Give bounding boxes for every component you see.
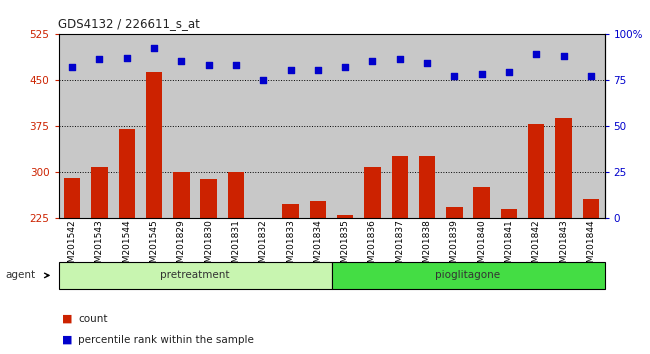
Point	[367, 58, 378, 64]
Text: ■: ■	[62, 335, 72, 345]
Bar	[146, 72, 162, 218]
Point	[176, 58, 187, 64]
Point	[422, 60, 432, 66]
Bar	[332, 262, 604, 289]
Point	[586, 73, 596, 79]
Bar	[528, 124, 545, 218]
Point	[122, 55, 132, 61]
Point	[67, 64, 77, 70]
Bar	[58, 262, 332, 289]
Bar	[337, 215, 354, 218]
Text: pretreatment: pretreatment	[161, 270, 229, 280]
Bar	[582, 199, 599, 218]
Text: ■: ■	[62, 314, 72, 324]
Text: GDS4132 / 226611_s_at: GDS4132 / 226611_s_at	[58, 17, 200, 30]
Bar	[91, 167, 108, 218]
Point	[558, 53, 569, 58]
Bar	[500, 209, 517, 218]
Bar	[200, 179, 217, 218]
Point	[504, 69, 514, 75]
Bar	[118, 129, 135, 218]
Point	[313, 68, 323, 73]
Bar	[473, 187, 490, 218]
Point	[94, 57, 105, 62]
Point	[149, 46, 159, 51]
Point	[203, 62, 214, 68]
Point	[258, 77, 268, 82]
Bar	[555, 118, 572, 218]
Point	[449, 73, 460, 79]
Text: pioglitagone: pioglitagone	[436, 270, 500, 280]
Point	[476, 71, 487, 77]
Bar	[391, 156, 408, 218]
Bar	[282, 204, 299, 218]
Bar	[64, 178, 81, 218]
Text: percentile rank within the sample: percentile rank within the sample	[78, 335, 254, 345]
Point	[285, 68, 296, 73]
Point	[340, 64, 350, 70]
Text: agent: agent	[5, 270, 35, 280]
Bar	[227, 172, 244, 218]
Bar	[446, 207, 463, 218]
Point	[395, 57, 405, 62]
Bar	[419, 156, 436, 218]
Point	[531, 51, 541, 57]
Point	[231, 62, 241, 68]
Bar	[173, 172, 190, 218]
Text: count: count	[78, 314, 107, 324]
Bar	[364, 167, 381, 218]
Bar	[309, 200, 326, 218]
